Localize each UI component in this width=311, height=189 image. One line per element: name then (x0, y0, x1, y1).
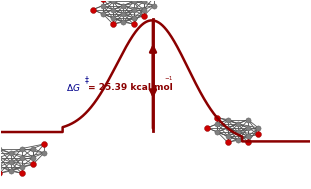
Point (100, 0, 105, 1)
Point (8, 160, 13, 163)
Point (111, 23, 116, 26)
Point (131, 16, 136, 19)
Point (141, 0, 146, 3)
Point (215, 122, 220, 125)
Text: $\Delta G$: $\Delta G$ (66, 82, 81, 93)
Point (19, 147, 24, 150)
Point (215, 116, 220, 119)
Point (256, 126, 261, 129)
Point (19, 156, 24, 159)
Point (42, 143, 47, 146)
Point (111, 8, 116, 11)
Point (151, 4, 156, 7)
Point (0, 165, 2, 168)
Point (8, 170, 13, 173)
Point (0, 172, 2, 175)
Point (111, 0, 116, 3)
Point (131, 23, 136, 26)
Point (90, 8, 95, 11)
Point (121, 12, 126, 15)
Point (19, 172, 24, 175)
Point (246, 135, 251, 138)
Point (42, 152, 47, 155)
Point (8, 152, 13, 155)
Point (235, 139, 240, 142)
Point (0, 147, 2, 150)
Point (215, 131, 220, 134)
Point (100, 12, 105, 15)
Point (205, 126, 210, 129)
Point (30, 147, 35, 150)
Text: = 25.39 kcal mol: = 25.39 kcal mol (88, 83, 173, 92)
Point (246, 126, 251, 129)
Point (111, 16, 116, 19)
Point (235, 122, 240, 125)
Point (225, 126, 230, 129)
Point (141, 8, 146, 11)
Point (100, 4, 105, 7)
Point (121, 4, 126, 7)
Point (256, 132, 261, 136)
Point (225, 135, 230, 138)
Point (225, 141, 230, 144)
Point (246, 118, 251, 121)
Point (19, 165, 24, 168)
Point (121, 21, 126, 24)
Point (30, 163, 35, 166)
Text: $^{-1}$: $^{-1}$ (164, 76, 173, 84)
Text: $\ddagger$: $\ddagger$ (84, 74, 90, 86)
Point (131, 0, 136, 3)
Point (141, 14, 146, 17)
Point (225, 118, 230, 121)
Point (246, 141, 251, 144)
Point (0, 156, 2, 159)
Point (30, 156, 35, 159)
Point (131, 8, 136, 11)
Point (235, 131, 240, 134)
